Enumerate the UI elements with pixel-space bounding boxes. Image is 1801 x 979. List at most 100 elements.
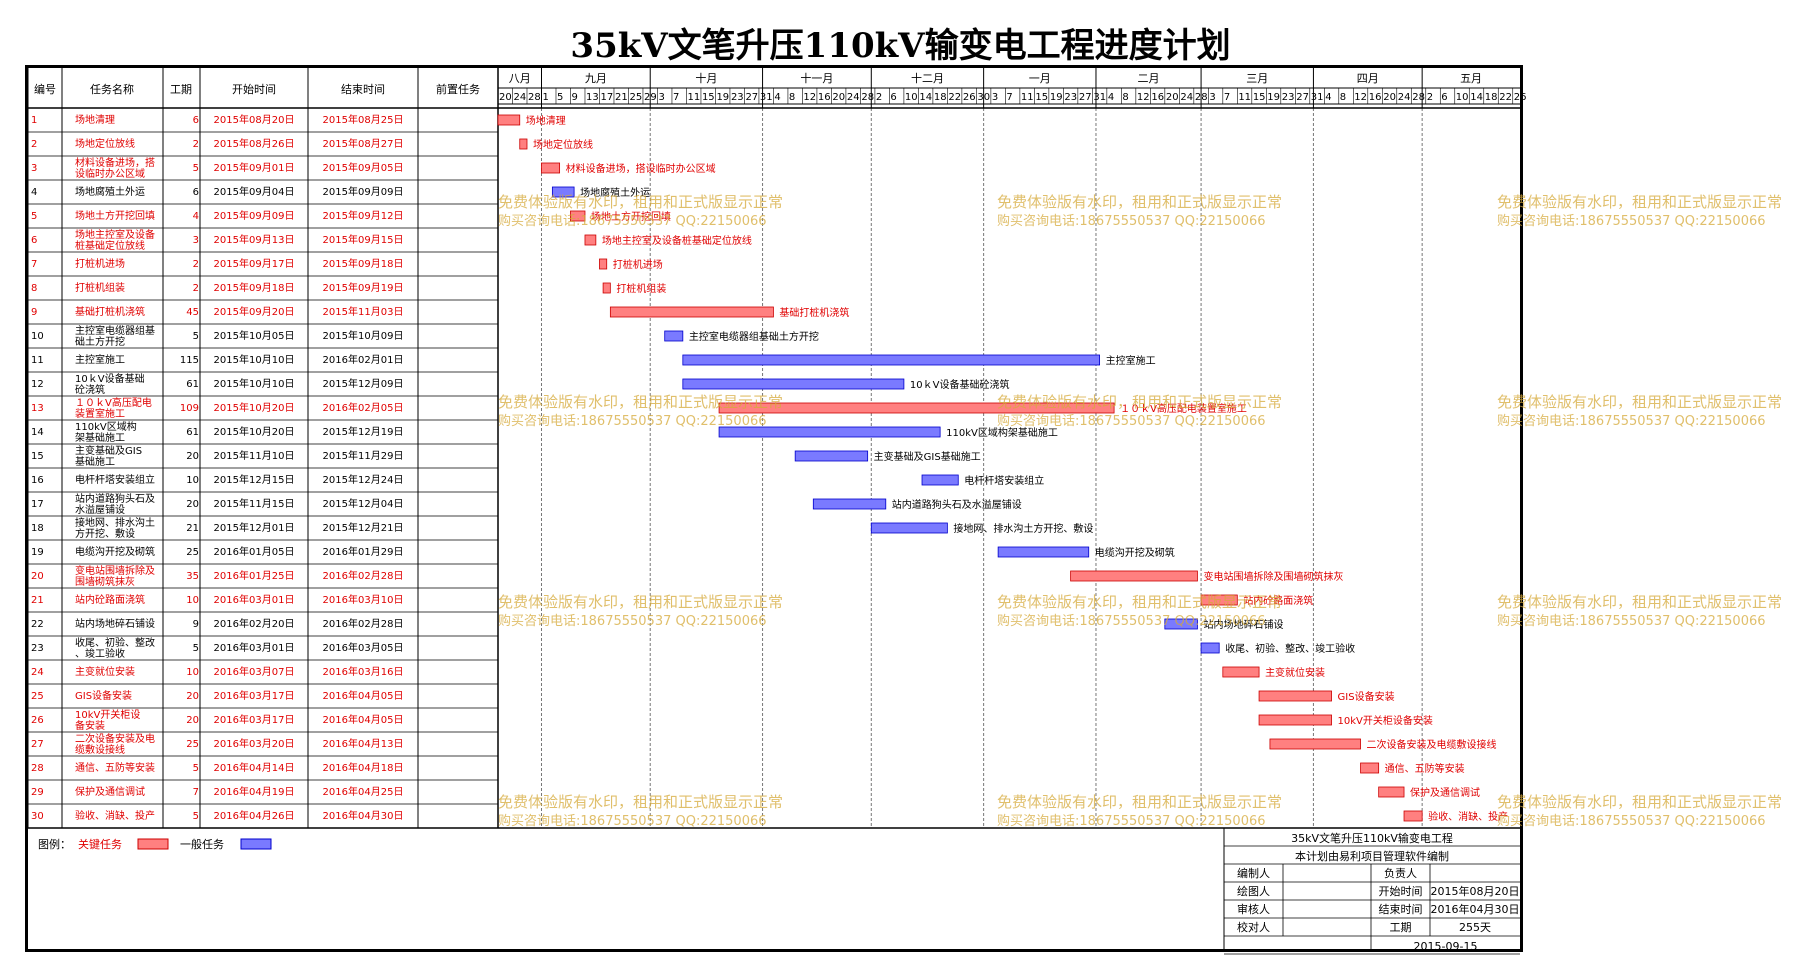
task-end: 2016年03月10日	[323, 593, 404, 606]
day-tick-label: 31	[1093, 92, 1106, 103]
day-tick-label: 7	[1006, 92, 1012, 103]
gantt-bar-label: 打桩机组装	[616, 282, 666, 295]
task-id: 20	[31, 571, 44, 582]
legend-label: 图例：	[38, 837, 71, 851]
task-duration: 6	[193, 115, 199, 126]
task-id: 26	[31, 715, 44, 726]
task-name-line2: 备安装	[75, 719, 105, 732]
day-tick-label: 6	[1441, 92, 1447, 103]
month-label: 十一月	[800, 71, 833, 85]
watermark-line2: 购买咨询电话:18675550537 QQ:22150066	[997, 213, 1266, 229]
day-tick-label: 14	[919, 92, 932, 103]
task-duration: 21	[186, 523, 199, 534]
task-id: 7	[31, 259, 37, 270]
month-label: 四月	[1357, 72, 1379, 85]
gantt-bar-label: 电杆杆塔安装组立	[964, 474, 1044, 487]
info-value: 2015年08月20日	[1431, 884, 1520, 898]
month-label: 一月	[1029, 72, 1051, 85]
task-name-line1: 二次设备安装及电	[75, 732, 155, 745]
gantt-bar-label: 电缆沟开挖及砌筑	[1095, 546, 1175, 559]
info-label: 校对人	[1237, 920, 1270, 934]
task-name-line2: 架基础施工	[75, 431, 125, 444]
day-tick-label: 28	[528, 92, 541, 103]
gantt-bar	[664, 330, 684, 342]
task-name: 场地土方开挖回填	[75, 209, 155, 222]
watermark-line2: 购买咨询电话:18675550537 QQ:22150066	[1497, 813, 1766, 829]
task-name: 主控室施工	[75, 353, 125, 366]
info-label: 审核人	[1237, 902, 1270, 916]
legend-critical-swatch	[137, 838, 169, 850]
month-label: 五月	[1460, 72, 1482, 85]
day-tick-label: 9	[571, 92, 577, 103]
watermark-line1: 免费体验版有水印，租用和正式版显示正常	[498, 593, 783, 611]
task-start: 2016年01月05日	[214, 545, 295, 558]
watermark-line1: 免费体验版有水印，租用和正式版显示正常	[997, 393, 1282, 411]
day-tick-label: 17	[600, 92, 613, 103]
month-label: 九月	[585, 72, 607, 85]
task-start: 2016年01月25日	[214, 569, 295, 582]
task-name: 场地定位放线	[75, 137, 135, 150]
task-duration: 5	[193, 331, 199, 342]
task-start: 2016年02月20日	[214, 617, 295, 630]
task-id: 5	[31, 211, 37, 222]
task-name: 保护及通信调试	[75, 785, 145, 798]
day-tick-label: 12	[803, 92, 816, 103]
task-name-line1: 收尾、初验、整改	[75, 636, 155, 649]
task-name: 电杆杆塔安装组立	[75, 473, 155, 486]
task-end: 2016年04月13日	[323, 737, 404, 750]
month-label: 三月	[1246, 72, 1268, 85]
task-id: 24	[31, 667, 44, 678]
task-start: 2015年12月15日	[214, 473, 295, 486]
task-name: 通信、五防等安装	[75, 761, 155, 774]
watermark-line2: 购买咨询电话:18675550537 QQ:22150066	[997, 413, 1266, 429]
gantt-bar	[1403, 810, 1423, 822]
task-id: 2	[31, 139, 37, 150]
legend-critical-text: 关键任务	[78, 837, 122, 851]
task-end: 2016年03月16日	[323, 665, 404, 678]
task-start: 2015年09月04日	[214, 185, 295, 198]
task-end: 2016年02月28日	[323, 617, 404, 630]
task-duration: 7	[193, 787, 199, 798]
info-label: 编制人	[1237, 866, 1270, 880]
gantt-bar	[497, 114, 521, 126]
gantt-bar	[519, 138, 528, 150]
gantt-bar	[1070, 570, 1198, 582]
watermark-line2: 购买咨询电话:18675550537 QQ:22150066	[498, 813, 767, 829]
task-id: 12	[31, 379, 44, 390]
task-end: 2016年03月05日	[323, 641, 404, 654]
task-duration: 4	[193, 211, 199, 222]
gantt-bar-label: 站内道路狗头石及水溢屋铺设	[892, 498, 1022, 511]
task-duration: 115	[180, 355, 199, 366]
gantt-bar	[718, 426, 941, 438]
task-name-line1: 110kV区域构	[75, 420, 137, 433]
task-name: 场地腐殖土外运	[75, 185, 145, 198]
day-tick-label: 19	[1267, 92, 1280, 103]
watermark-line1: 免费体验版有水印，租用和正式版显示正常	[498, 393, 783, 411]
task-name-line2: 基础施工	[75, 455, 115, 468]
day-tick-label: 24	[847, 92, 860, 103]
gantt-bar	[921, 474, 959, 486]
gantt-bar-label: 保护及通信调试	[1410, 786, 1480, 799]
task-name-line2: 围墙砌筑抹灰	[75, 575, 135, 588]
day-tick-label: 27	[1296, 92, 1309, 103]
task-start: 2015年09月13日	[214, 233, 295, 246]
watermark-line2: 购买咨询电话:18675550537 QQ:22150066	[997, 613, 1266, 629]
day-tick-label: 15	[1035, 92, 1048, 103]
task-start: 2015年11月10日	[214, 449, 295, 462]
watermark-line1: 免费体验版有水印，租用和正式版显示正常	[498, 193, 783, 211]
day-tick-label: 19	[716, 92, 729, 103]
day-tick-label: 7	[673, 92, 679, 103]
info-date: 2015-09-15	[1414, 940, 1478, 953]
task-id: 21	[31, 595, 44, 606]
legend-normal-text: 一般任务	[180, 838, 224, 851]
gantt-bar	[870, 522, 948, 534]
chart-frame	[25, 65, 1523, 952]
watermark-line1: 免费体验版有水印，租用和正式版显示正常	[1497, 193, 1782, 211]
task-start: 2016年04月14日	[214, 761, 295, 774]
task-start: 2015年10月20日	[214, 425, 295, 438]
task-duration: 3	[193, 235, 199, 246]
task-end: 2016年04月25日	[323, 785, 404, 798]
gantt-bar	[682, 354, 1101, 366]
column-header-id: 编号	[34, 82, 56, 96]
day-tick-label: 15	[1253, 92, 1266, 103]
